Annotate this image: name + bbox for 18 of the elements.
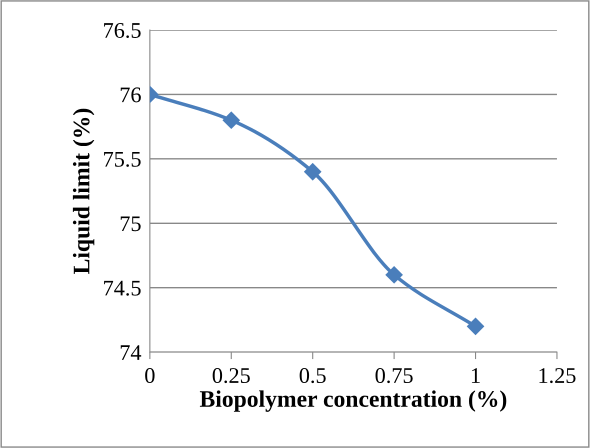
x-axis-title: Biopolymer concentration (%) — [200, 390, 506, 412]
y-tick-label: 75 — [120, 216, 141, 232]
x-tick-label: 0.5 — [300, 368, 326, 384]
y-tick-label: 76 — [120, 87, 141, 102]
y-tick-label: 75.5 — [104, 152, 141, 167]
x-tick-label: 1 — [472, 368, 480, 383]
point — [386, 266, 403, 284]
x-tick-label: 0 — [145, 368, 155, 384]
x-tick-label: 0.75 — [376, 368, 413, 384]
point — [466, 318, 484, 335]
y-tick-label: 74.5 — [104, 280, 141, 296]
point — [304, 163, 322, 180]
y-axis-title: Liquid limit (%) — [72, 108, 94, 274]
point — [222, 112, 240, 129]
x-tick-label: 1.25 — [539, 368, 576, 384]
y-tick-label: 74 — [120, 345, 142, 360]
y-tick-label: 76.5 — [104, 23, 141, 38]
x-tick-label: 0.25 — [212, 368, 250, 384]
